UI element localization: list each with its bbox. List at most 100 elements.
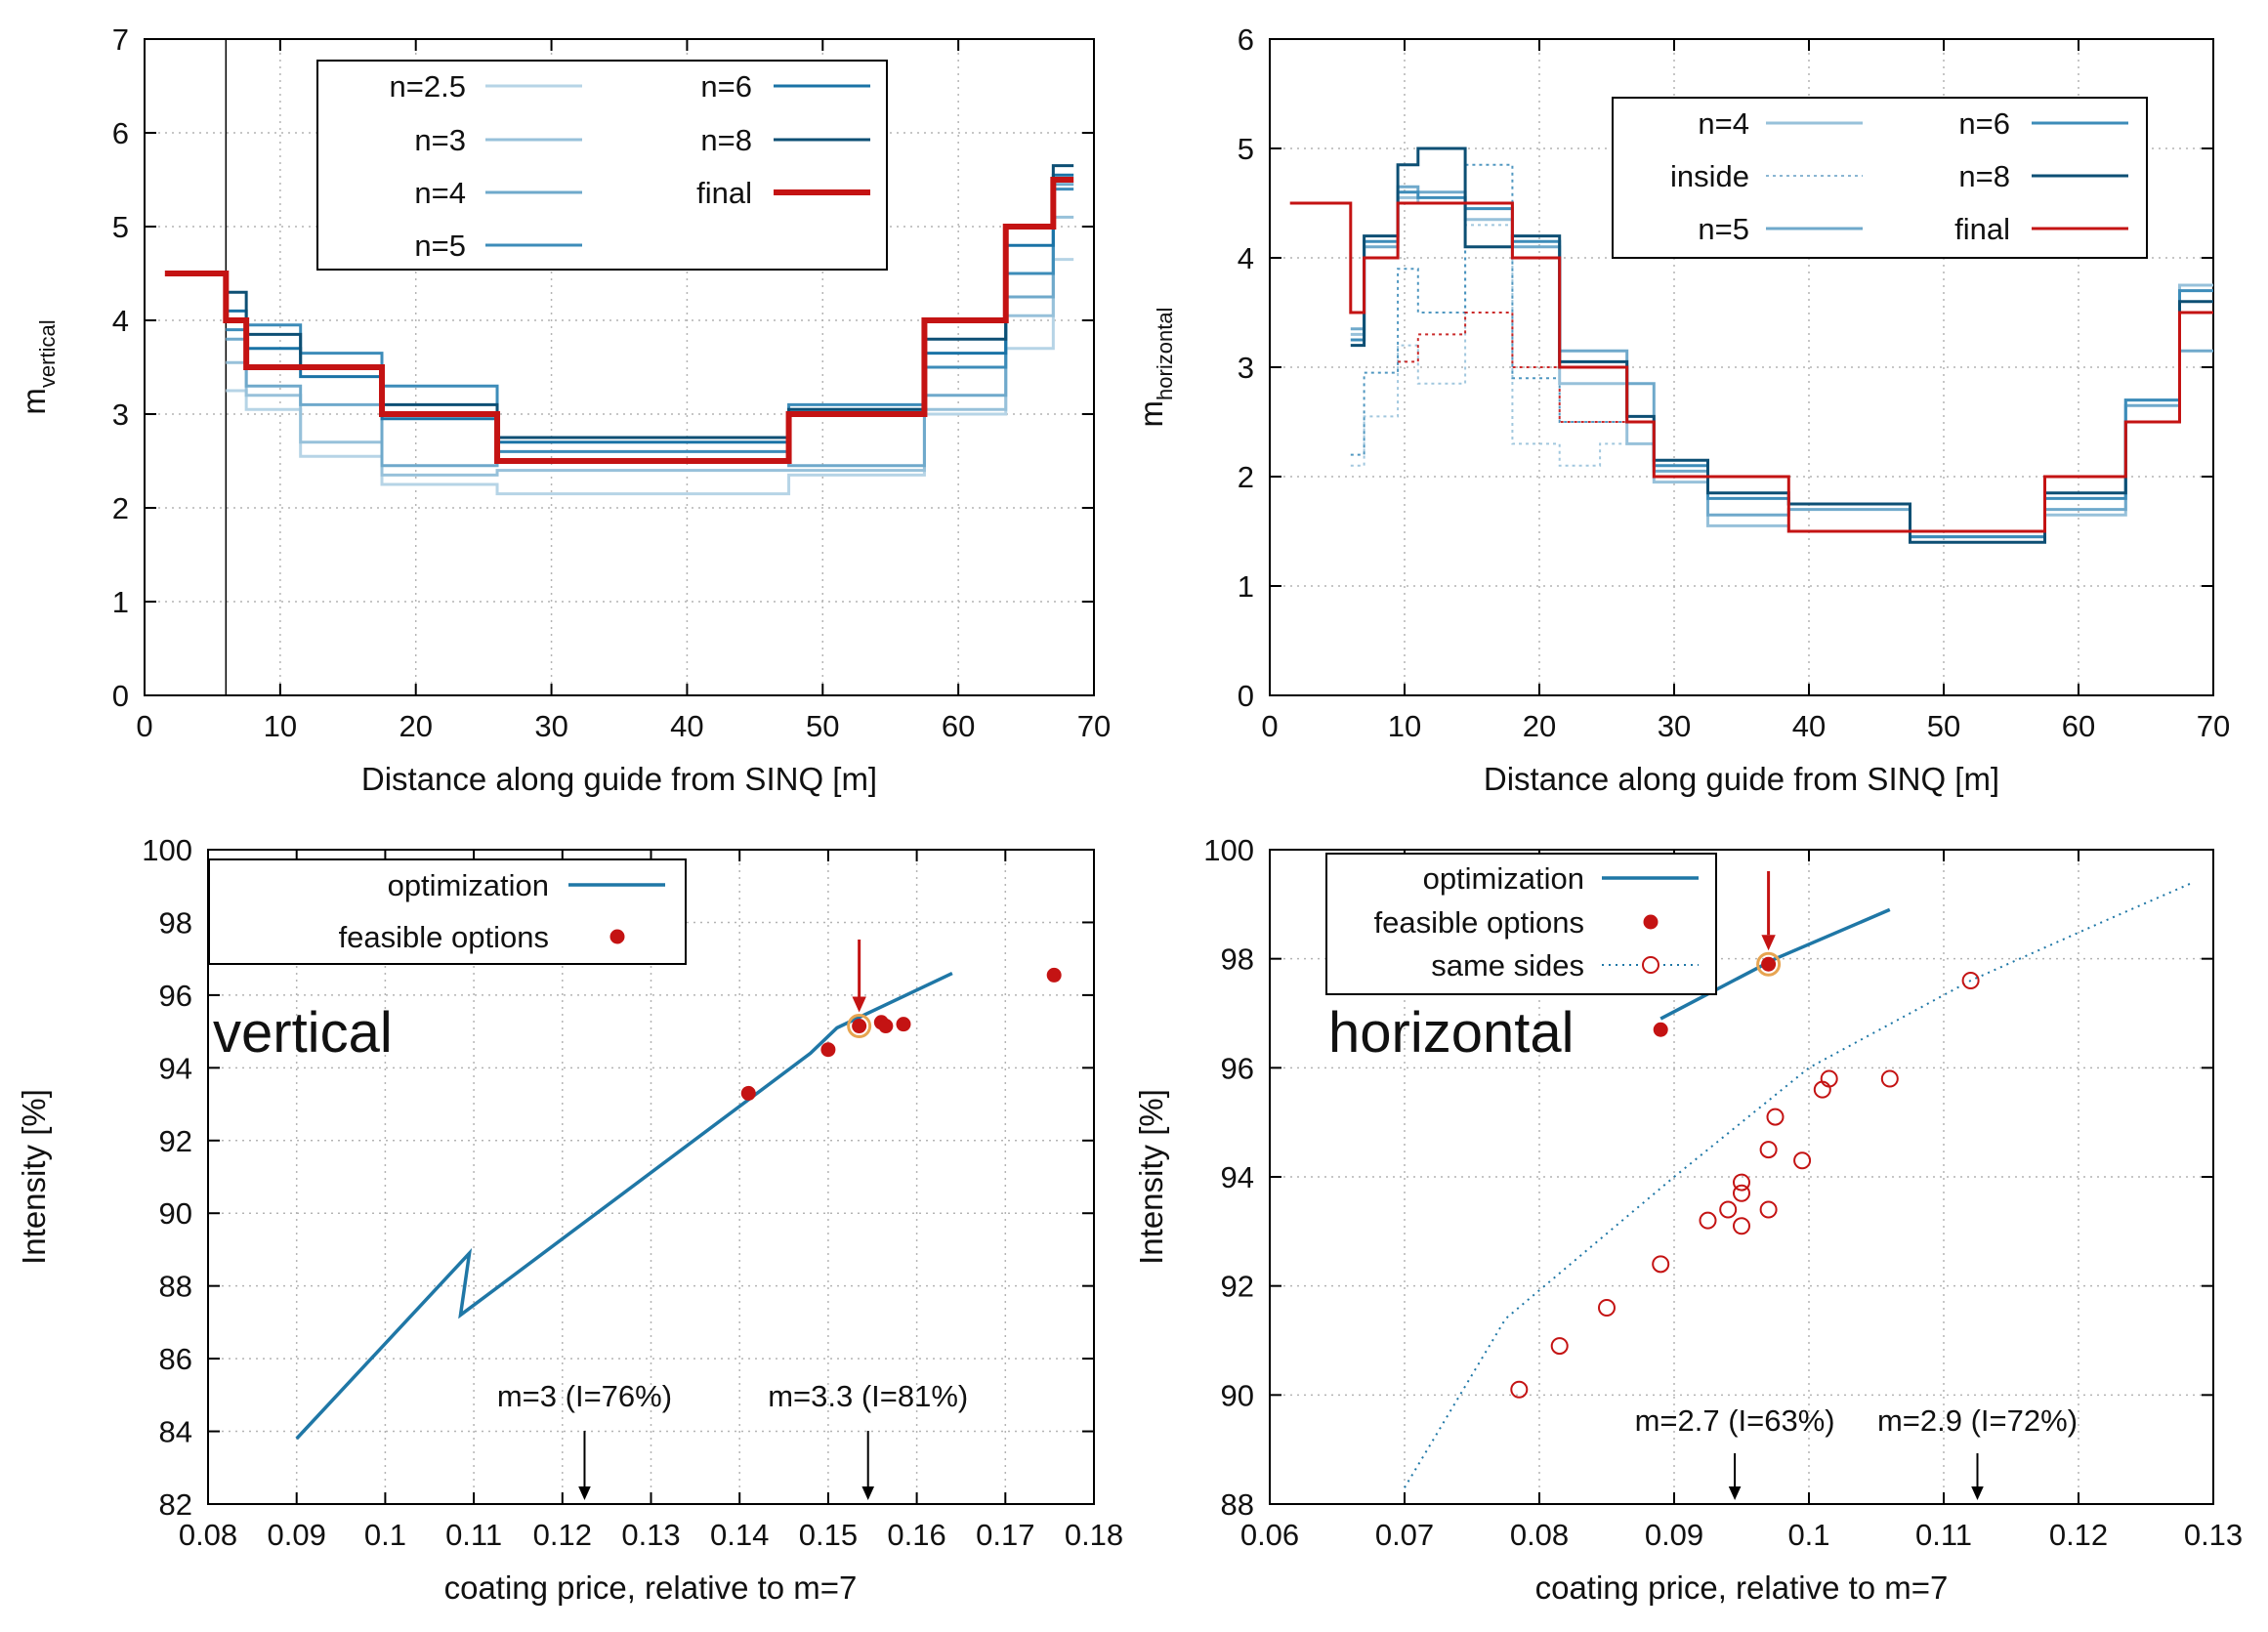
series-group [164, 39, 1074, 695]
legend-label: n=4 [414, 176, 466, 210]
x-axis-label: Distance along guide from SINQ [m] [1484, 761, 1999, 797]
legend-label: n=2.5 [390, 69, 466, 104]
series-line-n2_5 [226, 258, 1074, 496]
axes-horizontal-price: 0.06 0.07 0.08 0.09 0.1 0.11 0.12 0.13 88 90 92 94 9… [1133, 833, 2243, 1606]
x-tick-label: 0.11 [1915, 1518, 1972, 1552]
x-tick-label: 20 [1523, 709, 1556, 743]
legend-label: n=6 [1958, 106, 2010, 141]
y-tick-label: 94 [159, 1051, 192, 1085]
legend-label: optimization [1423, 861, 1584, 896]
marker-label: m=2.9 (I=72%) [1877, 1403, 2078, 1438]
y-tick-label: 4 [112, 304, 129, 338]
y-tick-label: 98 [1221, 942, 1254, 977]
panel-title: horizontal [1328, 1001, 1574, 1065]
legend-box [208, 858, 687, 965]
same-sides-point [1733, 1184, 1750, 1202]
y-tick-label: 0 [112, 679, 129, 713]
x-tick-label: 30 [534, 709, 567, 743]
marker-arrow-head [1728, 1486, 1742, 1500]
legend-label: feasible options [1374, 905, 1584, 940]
marker-label: m=3.3 (I=81%) [768, 1379, 968, 1413]
optimization-line [295, 971, 953, 1441]
y-tick-label: 98 [159, 905, 192, 940]
y-axis-label-sub: vertical [35, 319, 60, 388]
y-tick-label: 6 [1238, 22, 1254, 57]
x-tick-label: 0 [1261, 709, 1278, 743]
y-axis-label-main: Intensity [%] [1133, 1089, 1169, 1265]
x-tick-label: 50 [806, 709, 839, 743]
series-line-n3 [1350, 195, 2213, 533]
series-line-final [1289, 201, 2213, 533]
y-tick-label: 96 [159, 979, 192, 1013]
legend: n=4 inside n=5 n=6 n=8 final [1612, 97, 2148, 259]
series-line-n5 [226, 188, 1074, 453]
feasible-point [1761, 956, 1777, 972]
same-sides-point [1699, 1211, 1717, 1230]
feasible-point [1046, 967, 1062, 983]
plot-frame [144, 38, 1095, 696]
same-sides-point [1759, 1141, 1778, 1159]
x-tick-label: 40 [1792, 709, 1826, 743]
legend-label: n=4 [1698, 106, 1749, 141]
legend-box [316, 60, 888, 271]
same-sides-point [1961, 972, 1980, 989]
y-tick-label: 6 [112, 116, 129, 150]
same-sides-point [1820, 1069, 1838, 1088]
series-line-n6 [226, 173, 1074, 444]
y-axis-label: Intensity [%] [16, 1089, 52, 1265]
x-tick-label: 0.17 [976, 1518, 1034, 1552]
same-sides-point [1733, 1217, 1750, 1235]
y-tick-label: 96 [1221, 1051, 1254, 1085]
feasible-point [820, 1042, 836, 1058]
x-axis-label: Distance along guide from SINQ [m] [361, 761, 877, 797]
y-tick-label: 5 [1238, 132, 1254, 166]
marker-arrow-head [578, 1486, 591, 1500]
series-line-n8 [1350, 146, 2213, 544]
feasible-point [740, 1085, 756, 1101]
x-tick-label: 30 [1658, 709, 1691, 743]
y-axis-label: mvertical [16, 319, 60, 414]
y-tick-label: 1 [112, 585, 129, 619]
same-sides-point [1719, 1200, 1738, 1219]
same-sides-point [1759, 1200, 1778, 1219]
x-tick-label: 40 [670, 709, 703, 743]
x-axis-label: coating price, relative to m=7 [444, 1569, 858, 1606]
y-tick-label: 0 [1238, 679, 1254, 713]
same-sides-point [1510, 1380, 1529, 1399]
legend-label: optimization [388, 868, 549, 902]
x-tick-label: 0.12 [533, 1518, 592, 1552]
feasible-point [878, 1019, 894, 1034]
x-tick-label: 10 [264, 709, 297, 743]
series-line-final [164, 177, 1074, 464]
legend-label: n=5 [414, 229, 466, 263]
legend-swatch [1643, 914, 1659, 930]
x-tick-label: 0.13 [621, 1518, 680, 1552]
y-axis-label-sub: horizontal [1153, 308, 1177, 400]
y-tick-label: 7 [112, 22, 129, 57]
same-sides-point [1652, 1255, 1670, 1274]
legend-swatch [609, 929, 625, 944]
y-tick-label: 1 [1238, 569, 1254, 604]
legend-label: same sides [1431, 948, 1584, 983]
series-line-n4 [1350, 185, 2213, 539]
x-tick-label: 0.1 [364, 1518, 406, 1552]
y-tick-label: 100 [1203, 833, 1254, 867]
x-tick-label: 0.09 [1645, 1518, 1703, 1552]
y-tick-label: 90 [1221, 1378, 1254, 1412]
x-tick-label: 0.13 [2184, 1518, 2243, 1552]
axes-vertical-price: 0.08 0.09 0.1 0.11 0.12 0.13 0.14 0.15 0.16 0.17 0… [16, 833, 1123, 1606]
y-tick-label: 2 [1238, 460, 1254, 494]
series-group [1289, 146, 2213, 544]
marker-label: m=2.7 (I=63%) [1635, 1403, 1835, 1438]
feasible-point [1653, 1022, 1668, 1037]
x-tick-label: 0.12 [2049, 1518, 2108, 1552]
x-tick-label: 0 [136, 709, 152, 743]
x-tick-label: 0.15 [799, 1518, 858, 1552]
marker-arrow-head [1971, 1486, 1984, 1500]
x-tick-label: 50 [1927, 709, 1960, 743]
y-tick-label: 3 [1238, 351, 1254, 385]
y-tick-label: 82 [159, 1487, 192, 1522]
feasible-point [896, 1017, 911, 1032]
panel-title: vertical [213, 1001, 393, 1065]
legend: optimization feasible options same sides [1325, 853, 1717, 995]
